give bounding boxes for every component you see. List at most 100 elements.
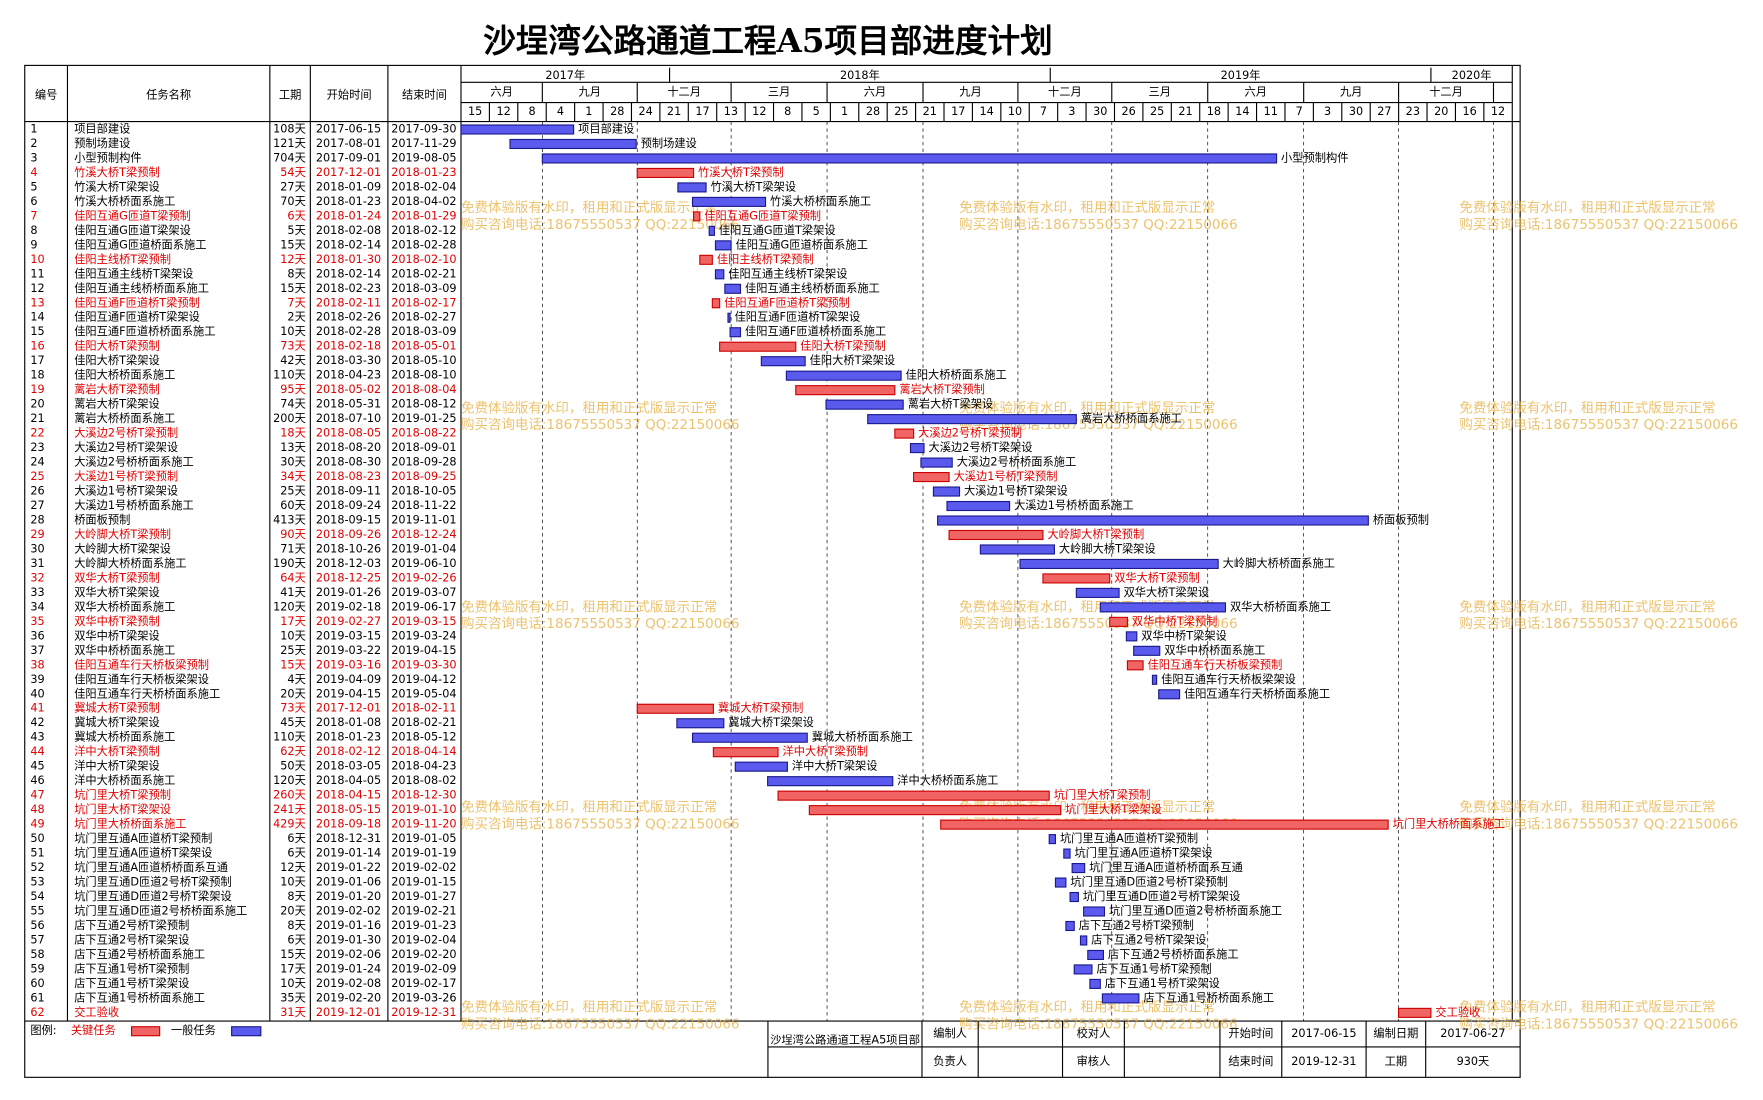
task-start: 2018-02-18 xyxy=(316,340,381,353)
legend-swatch xyxy=(130,1026,161,1037)
watermark: 免费体验版有水印，租用和正式版显示正常 xyxy=(959,200,1215,216)
watermark: 购买咨询电话:18675550537 QQ:22150066 xyxy=(1459,217,1738,233)
week-label: 1 xyxy=(585,105,592,118)
week-label: 16 xyxy=(1462,105,1476,118)
task-duration: 42天 xyxy=(280,354,306,367)
task-name: 佳阳大桥T梁架设 xyxy=(74,353,160,367)
task-bar xyxy=(1065,920,1075,932)
task-end: 2018-01-23 xyxy=(391,166,456,179)
task-end: 2019-06-17 xyxy=(391,600,456,613)
task-id: 44 xyxy=(30,745,44,758)
bar-label: 竹溪大桥T梁预制 xyxy=(698,165,784,179)
task-id: 55 xyxy=(30,905,44,918)
task-id: 58 xyxy=(30,948,44,961)
task-start: 2018-02-28 xyxy=(316,325,381,338)
task-bar xyxy=(1109,616,1128,627)
task-name: 坑门里互通A匝道桥T梁架设 xyxy=(74,846,212,860)
week-label: 17 xyxy=(695,105,709,118)
task-start: 2018-02-23 xyxy=(316,282,381,295)
task-id: 57 xyxy=(30,933,44,946)
task-id: 50 xyxy=(30,832,44,845)
task-start: 2017-06-15 xyxy=(316,122,381,135)
task-end: 2019-11-20 xyxy=(391,818,456,831)
task-duration: 429天 xyxy=(273,818,306,831)
week-label: 3 xyxy=(1068,105,1075,118)
task-name: 佳阳互通G匝道T梁架设 xyxy=(74,223,191,237)
watermark: 购买咨询电话:18675550537 QQ:22150066 xyxy=(1459,1016,1738,1032)
task-name: 坑门里大桥桥面系施工 xyxy=(74,817,186,831)
week-label: 8 xyxy=(784,105,791,118)
task-name: 店下互通1号桥桥面系施工 xyxy=(74,990,205,1004)
task-duration: 25天 xyxy=(280,485,306,498)
task-duration: 13天 xyxy=(280,441,306,454)
task-end: 2018-05-01 xyxy=(391,340,456,353)
week-label: 24 xyxy=(639,105,653,118)
task-name: 佳阳互通主线桥T梁架设 xyxy=(74,266,193,280)
task-end: 2019-02-21 xyxy=(391,905,456,918)
watermark: 免费体验版有水印，租用和正式版显示正常 xyxy=(1459,799,1715,815)
task-name: 小型预制构件 xyxy=(74,150,141,164)
week-label: 12 xyxy=(496,105,510,118)
week-label: 20 xyxy=(1434,105,1448,118)
task-start: 2018-01-23 xyxy=(316,195,381,208)
bar-label: 大岭脚大桥T梁架设 xyxy=(1059,541,1156,555)
task-duration: 90天 xyxy=(280,528,306,541)
task-duration: 8天 xyxy=(287,267,305,280)
task-bar xyxy=(894,428,915,439)
info-cell: 2017-06-27 xyxy=(1440,1027,1505,1040)
task-name: 大溪边2号桥T梁预制 xyxy=(74,426,178,440)
task-end: 2018-02-21 xyxy=(391,267,456,280)
bar-label: 佳阳互通F匝道桥T梁预制 xyxy=(724,295,850,309)
task-end: 2018-05-10 xyxy=(391,354,456,367)
task-duration: 260天 xyxy=(273,789,306,802)
task-bar xyxy=(1126,660,1144,671)
task-name: 佳阳互通车行天桥桥面系施工 xyxy=(74,686,220,700)
week-label: 4 xyxy=(557,105,564,118)
bar-label: 店下互通1号桥T梁架设 xyxy=(1105,976,1220,990)
task-duration: 45天 xyxy=(280,716,306,729)
task-duration: 10天 xyxy=(280,977,306,990)
task-end: 2018-02-11 xyxy=(391,702,456,715)
task-bar xyxy=(1054,877,1067,888)
bar-label: 坑门里大桥T梁预制 xyxy=(1054,788,1151,802)
task-id: 60 xyxy=(30,977,44,990)
task-bar xyxy=(1063,848,1071,859)
bar-label: 双华大桥桥面系施工 xyxy=(1230,599,1331,613)
task-end: 2018-10-05 xyxy=(391,485,456,498)
watermark: 购买咨询电话:18675550537 QQ:22150066 xyxy=(959,1016,1238,1032)
bar-label: 双华中桥T梁预制 xyxy=(1132,614,1218,628)
task-duration: 35天 xyxy=(280,991,306,1004)
bar-label: 冀城大桥桥面系施工 xyxy=(812,730,913,744)
bar-label: 大溪边2号桥T梁架设 xyxy=(929,440,1033,454)
task-name: 大岭脚大桥T梁预制 xyxy=(74,527,171,541)
task-bar xyxy=(1019,558,1219,570)
bar-label: 大溪边1号桥桥面系施工 xyxy=(1014,498,1133,512)
task-name: 双华中桥桥面系施工 xyxy=(74,643,175,657)
task-name: 店下互通1号桥T梁预制 xyxy=(74,961,189,975)
bar-label: 佳阳互通F匝道桥桥面系施工 xyxy=(745,324,886,338)
task-name: 蓠岩大桥桥面系施工 xyxy=(74,411,175,425)
task-end: 2018-09-25 xyxy=(391,470,456,483)
bar-label: 佳阳大桥桥面系施工 xyxy=(906,368,1007,382)
task-bar xyxy=(1048,834,1057,845)
bar-label: 店下互通2号桥T梁预制 xyxy=(1079,918,1194,932)
task-end: 2017-11-29 xyxy=(391,137,456,150)
task-end: 2019-03-24 xyxy=(391,629,456,642)
task-duration: 41天 xyxy=(280,586,306,599)
task-id: 20 xyxy=(30,398,44,411)
task-start: 2018-03-05 xyxy=(316,760,381,773)
task-bar xyxy=(932,486,961,497)
task-id: 33 xyxy=(30,586,44,599)
watermark: 免费体验版有水印，租用和正式版显示正常 xyxy=(1459,400,1715,416)
task-name: 佳阳互通G匝道T梁预制 xyxy=(74,208,191,222)
bar-label: 大岭脚大桥桥面系施工 xyxy=(1223,556,1335,570)
task-end: 2019-04-15 xyxy=(391,644,456,657)
task-bar xyxy=(785,370,902,381)
week-label: 15 xyxy=(468,105,482,118)
task-duration: 8天 xyxy=(287,890,305,903)
task-id: 7 xyxy=(30,209,37,222)
task-name: 蓠岩大桥T梁预制 xyxy=(74,382,160,396)
info-cell: 校对人 xyxy=(1077,1026,1111,1040)
task-duration: 120天 xyxy=(273,600,306,613)
week-label: 28 xyxy=(866,105,880,118)
